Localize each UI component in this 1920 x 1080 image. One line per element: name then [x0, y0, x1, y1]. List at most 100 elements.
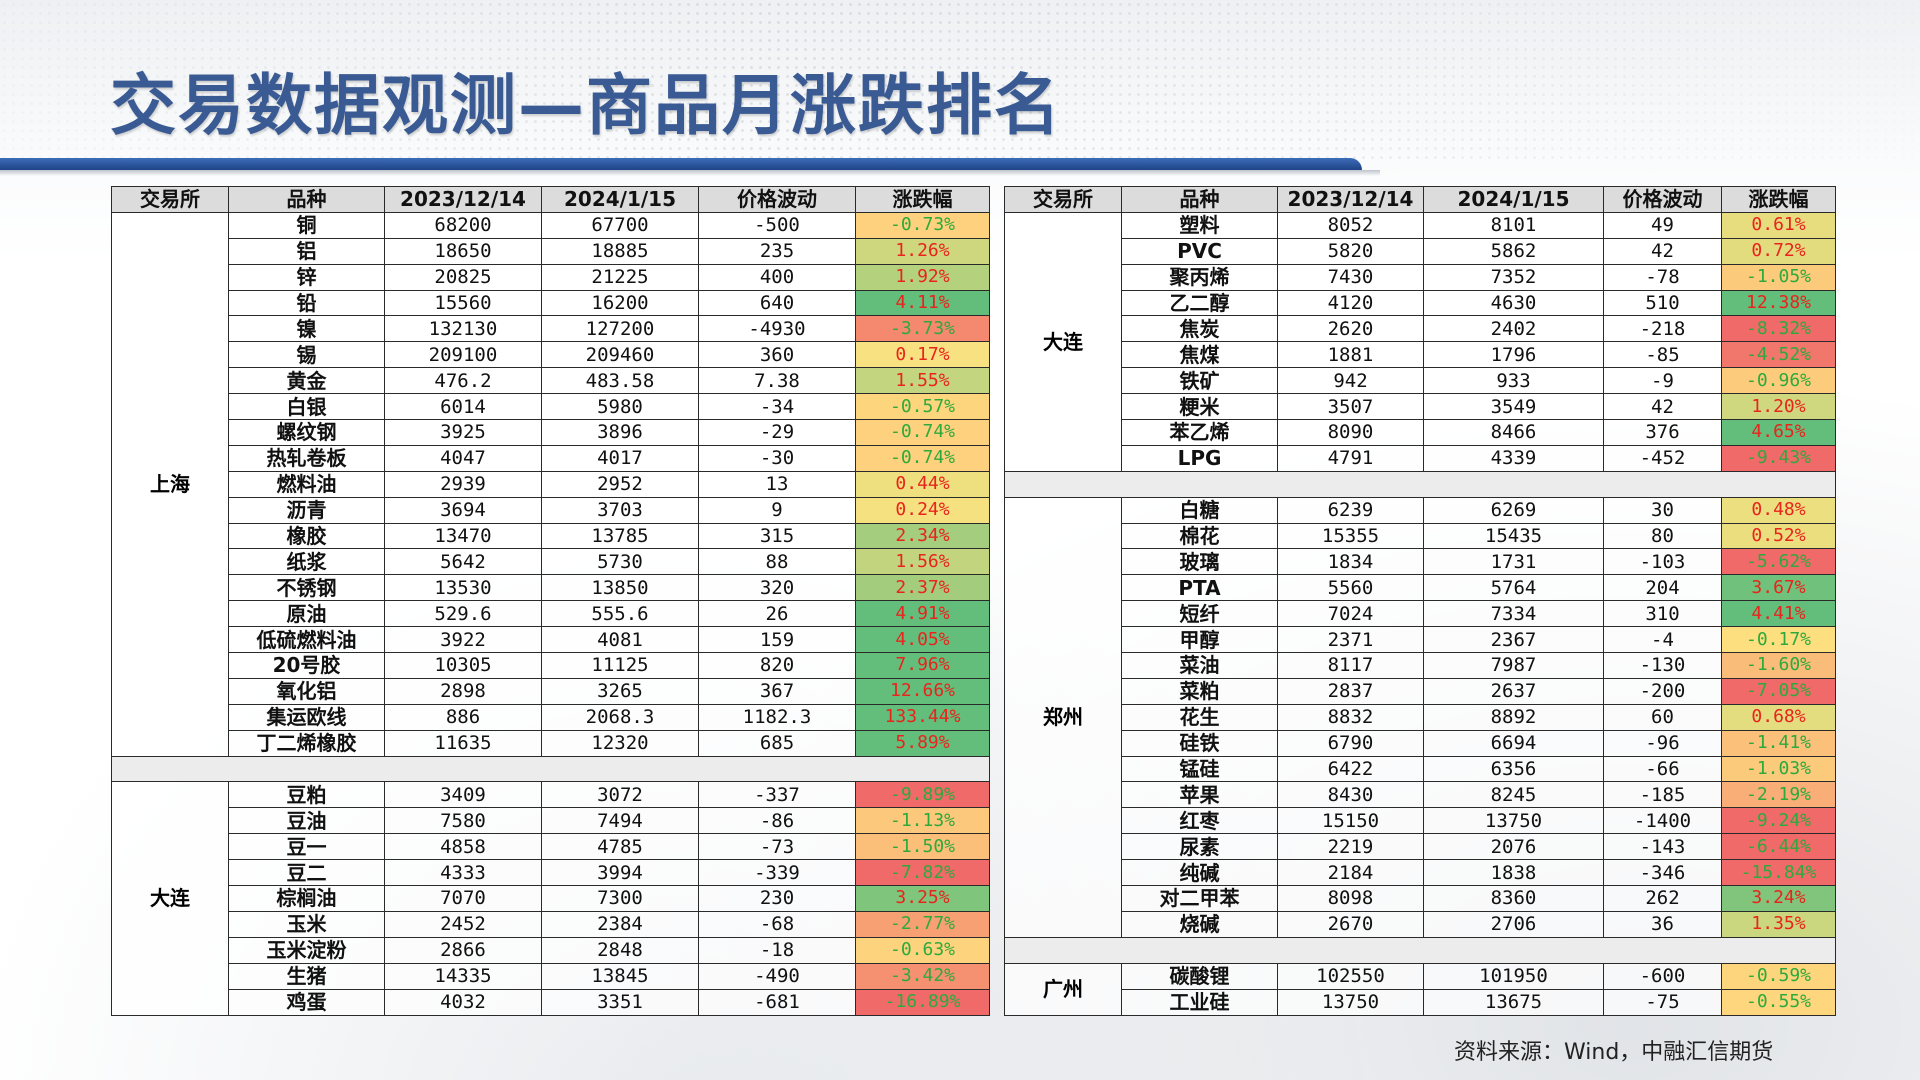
price-change-cell: 315: [698, 522, 856, 550]
end-price-cell: 8101: [1423, 211, 1604, 239]
start-price-cell: 2898: [384, 677, 542, 705]
price-change-cell: -490: [698, 962, 856, 990]
variety-cell: 橡胶: [228, 522, 385, 550]
change-pct-cell: -0.74%: [855, 444, 990, 472]
price-change-cell: -130: [1603, 652, 1722, 679]
start-price-cell: 476.2: [384, 367, 542, 395]
table-row: 白银 6014 5980 -34 -0.57%: [112, 393, 990, 421]
change-pct-cell: -0.57%: [855, 393, 990, 421]
page-title: 交易数据观测—商品月涨跌排名: [110, 67, 1062, 144]
table-row: 黄金 476.2 483.58 7.38 1.55%: [112, 367, 990, 395]
price-change-cell: 230: [698, 885, 856, 912]
price-change-cell: 7.38: [698, 367, 856, 395]
table-row: 锡 209100 209460 360 0.17%: [112, 341, 990, 369]
variety-cell: 玉米: [228, 910, 385, 938]
change-pct-cell: -9.24%: [1721, 807, 1836, 835]
end-price-cell: 3703: [541, 496, 699, 524]
table-row: 低硫燃料油 3922 4081 159 4.05%: [112, 626, 990, 654]
variety-cell: 镍: [228, 315, 385, 343]
price-change-cell: 42: [1603, 393, 1722, 421]
variety-cell: 20号胶: [228, 652, 385, 679]
table-row: PTA 5560 5764 204 3.67%: [1005, 574, 1836, 602]
change-pct-cell: 12.38%: [1721, 289, 1836, 317]
start-price-cell: 529.6: [384, 600, 542, 628]
table-row: PVC 5820 5862 42 0.72%: [1005, 237, 1836, 265]
variety-cell: 红枣: [1121, 807, 1278, 835]
end-price-cell: 3896: [541, 419, 699, 446]
price-change-cell: -73: [698, 833, 856, 861]
start-price-cell: 2670: [1277, 910, 1424, 938]
start-price-cell: 15355: [1277, 522, 1424, 550]
table-row: 菜油 8117 7987 -130 -1.60%: [1005, 652, 1836, 679]
table-row: 尿素 2219 2076 -143 -6.44%: [1005, 833, 1836, 861]
change-pct-cell: -3.42%: [855, 962, 990, 990]
end-price-cell: 2384: [541, 910, 699, 938]
header-date-start: 2023/12/14: [384, 186, 542, 213]
change-pct-cell: 3.67%: [1721, 574, 1836, 602]
start-price-cell: 3925: [384, 419, 542, 446]
price-change-cell: -1400: [1603, 807, 1722, 835]
change-pct-cell: 5.89%: [855, 729, 990, 757]
table-row: 铅 15560 16200 640 4.11%: [112, 289, 990, 317]
change-pct-cell: -1.60%: [1721, 652, 1836, 679]
price-change-cell: 36: [1603, 910, 1722, 938]
change-pct-cell: 4.65%: [1721, 419, 1836, 446]
start-price-cell: 4791: [1277, 444, 1424, 472]
end-price-cell: 1796: [1423, 341, 1604, 369]
end-price-cell: 7300: [541, 885, 699, 912]
change-pct-cell: 4.41%: [1721, 600, 1836, 628]
table-row: 玉米 2452 2384 -68 -2.77%: [112, 910, 990, 938]
end-price-cell: 555.6: [541, 600, 699, 628]
start-price-cell: 13470: [384, 522, 542, 550]
start-price-cell: 3694: [384, 496, 542, 524]
price-change-cell: -29: [698, 419, 856, 446]
table-row: 锰硅 6422 6356 -66 -1.03%: [1005, 755, 1836, 783]
end-price-cell: 1838: [1423, 859, 1604, 887]
end-price-cell: 21225: [541, 263, 699, 291]
start-price-cell: 8117: [1277, 652, 1424, 679]
table-row: 聚丙烯 7430 7352 -78 -1.05%: [1005, 263, 1836, 291]
end-price-cell: 4785: [541, 833, 699, 861]
table-row: 对二甲苯 8098 8360 262 3.24%: [1005, 885, 1836, 912]
variety-cell: 豆油: [228, 807, 385, 835]
exchange-cell: 上海: [111, 211, 229, 757]
price-change-cell: -68: [698, 910, 856, 938]
header-date-end: 2024/1/15: [541, 186, 699, 213]
variety-cell: 燃料油: [228, 470, 385, 498]
variety-cell: 菜粕: [1121, 677, 1278, 705]
end-price-cell: 6269: [1423, 496, 1604, 524]
price-change-cell: 13: [698, 470, 856, 498]
end-price-cell: 2076: [1423, 833, 1604, 861]
change-pct-cell: 1.92%: [855, 263, 990, 291]
change-pct-cell: -0.17%: [1721, 626, 1836, 654]
price-change-cell: -86: [698, 807, 856, 835]
table-row: 烧碱 2670 2706 36 1.35%: [1005, 910, 1836, 938]
group-separator-row: [111, 755, 990, 783]
variety-cell: 焦炭: [1121, 315, 1278, 343]
variety-cell: 花生: [1121, 703, 1278, 731]
price-change-cell: 49: [1603, 211, 1722, 239]
end-price-cell: 7352: [1423, 263, 1604, 291]
end-price-cell: 3549: [1423, 393, 1604, 421]
table-row: 氧化铝 2898 3265 367 12.66%: [112, 677, 990, 705]
table-row: 乙二醇 4120 4630 510 12.38%: [1005, 289, 1836, 317]
start-price-cell: 3409: [384, 781, 542, 809]
end-price-cell: 2068.3: [541, 703, 699, 731]
header-date-start: 2023/12/14: [1277, 186, 1424, 213]
price-change-cell: -339: [698, 859, 856, 887]
variety-cell: 短纤: [1121, 600, 1278, 628]
start-price-cell: 18650: [384, 237, 542, 265]
end-price-cell: 6356: [1423, 755, 1604, 783]
end-price-cell: 15435: [1423, 522, 1604, 550]
table-row: 豆一 4858 4785 -73 -1.50%: [112, 833, 990, 861]
change-pct-cell: -0.73%: [855, 211, 990, 239]
price-change-cell: 88: [698, 548, 856, 576]
table-row: 花生 8832 8892 60 0.68%: [1005, 703, 1836, 731]
end-price-cell: 2848: [541, 936, 699, 964]
start-price-cell: 4120: [1277, 289, 1424, 317]
price-change-cell: -18: [698, 936, 856, 964]
variety-cell: 对二甲苯: [1121, 885, 1278, 912]
variety-cell: 鸡蛋: [228, 988, 385, 1016]
group-separator-row: [1004, 470, 1836, 498]
price-change-cell: -96: [1603, 729, 1722, 757]
